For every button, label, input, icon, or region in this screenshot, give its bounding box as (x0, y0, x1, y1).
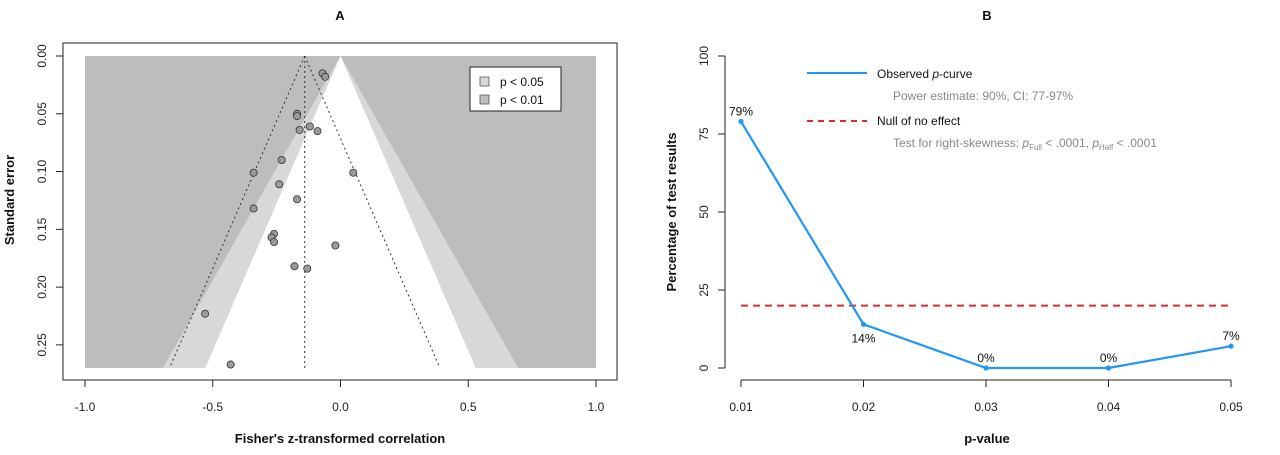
y-tick-label: 0.20 (35, 275, 49, 299)
study-point (249, 204, 258, 213)
legend-null-label: Null of no effect (877, 114, 961, 128)
y-tick-label: 0.05 (35, 102, 49, 126)
panel-a-x-title: Fisher's z-transformed correlation (235, 431, 445, 446)
ci-right-line (304, 55, 441, 369)
study-point (275, 180, 284, 189)
pcurve-label: 0% (1100, 351, 1118, 365)
study-point (313, 127, 322, 136)
x-tick-label: 0.03 (974, 400, 998, 414)
y-tick-label: 75 (697, 127, 711, 141)
legend-observed-label: Observed p-curve (877, 67, 973, 81)
study-point (295, 125, 304, 134)
pcurve-label: 79% (729, 105, 753, 119)
panel-b-y-axis: 0 25 50 75 100 (697, 46, 726, 371)
y-tick-label: 0.25 (35, 333, 49, 357)
study-point (293, 112, 302, 121)
y-tick-label: 50 (697, 205, 711, 219)
panel-a-y-title: Standard error (2, 155, 17, 245)
x-tick-label: 0.0 (332, 400, 349, 414)
pcurve-points (738, 118, 1234, 371)
pcurve-point (738, 118, 744, 125)
panel-a-title: A (335, 8, 345, 23)
x-tick-label: 1.0 (588, 400, 605, 414)
study-point (293, 195, 302, 204)
ci-left-line (169, 55, 306, 369)
funnel-points (201, 69, 358, 369)
study-point (201, 309, 210, 318)
x-tick-label: 0.05 (1219, 400, 1243, 414)
study-point (303, 264, 312, 273)
study-point (349, 168, 358, 177)
study-point (331, 241, 340, 250)
y-tick-label: 0.10 (35, 160, 49, 184)
pcurve-lines (740, 120, 1232, 370)
funnel-lines (169, 55, 441, 369)
legend-label-p05: p < 0.05 (500, 75, 544, 89)
y-tick-label: 0.00 (35, 44, 49, 68)
pcurve-point (1105, 365, 1112, 371)
study-point (249, 168, 258, 177)
pcurve-data-labels: 79% 14% 0% 0% 7% (729, 105, 1240, 365)
x-tick-label: 0.5 (460, 400, 477, 414)
x-tick-label: -1.0 (75, 400, 96, 414)
pcurve-label: 0% (977, 351, 995, 365)
pcurve-point (1228, 343, 1234, 349)
panel-b-title: B (982, 8, 991, 23)
study-point (270, 238, 279, 247)
pcurve-point (860, 321, 867, 327)
y-tick-label: 100 (697, 46, 711, 66)
pcurve-point (983, 365, 989, 371)
y-tick-label: 25 (697, 283, 711, 297)
panel-b-legend: Observed p-curve Power estimate: 90%, CI… (807, 67, 1157, 152)
region-p05 (205, 56, 476, 368)
legend-power-estimate: Power estimate: 90%, CI: 77-97% (893, 89, 1073, 103)
study-point (290, 262, 299, 271)
panel-a-x-axis: -1.0 -0.5 0.0 0.5 1.0 (75, 379, 605, 414)
legend-swatch-p05 (479, 76, 490, 87)
panel-b-x-title: p-value (964, 431, 1010, 446)
pcurve-label: 7% (1222, 329, 1240, 343)
legend-label-p01: p < 0.01 (500, 93, 544, 107)
panel-a: A -1.0 -0.5 0.0 0.5 1.0 0.00 0.05 0.10 0.15 0.20… (2, 8, 618, 446)
panel-b: B 0 25 50 75 100 0.01 0.02 0.03 0.04 0.05 79% 14%… (664, 8, 1243, 446)
panel-a-y-axis: 0.00 0.05 0.10 0.15 0.20 0.25 (35, 44, 63, 357)
study-point (305, 122, 314, 131)
x-tick-label: 0.02 (852, 400, 876, 414)
y-tick-label: 0.15 (35, 217, 49, 241)
panel-b-y-title: Percentage of test results (664, 133, 679, 292)
study-point (321, 72, 330, 81)
legend-skewness-test: Test for right-skewness: pFull < .0001, … (893, 136, 1157, 152)
x-tick-label: 0.01 (729, 400, 753, 414)
study-point (277, 155, 286, 164)
study-point (226, 360, 235, 369)
panel-b-x-axis: 0.01 0.02 0.03 0.04 0.05 (729, 379, 1243, 414)
observed-pcurve-line (740, 120, 1232, 370)
x-tick-label: 0.04 (1097, 400, 1121, 414)
y-tick-label: 0 (697, 364, 711, 371)
legend-swatch-p01 (479, 94, 490, 105)
panel-a-legend: p < 0.05 p < 0.01 (469, 66, 562, 112)
x-tick-label: -0.5 (202, 400, 223, 414)
pcurve-label: 14% (851, 331, 875, 345)
